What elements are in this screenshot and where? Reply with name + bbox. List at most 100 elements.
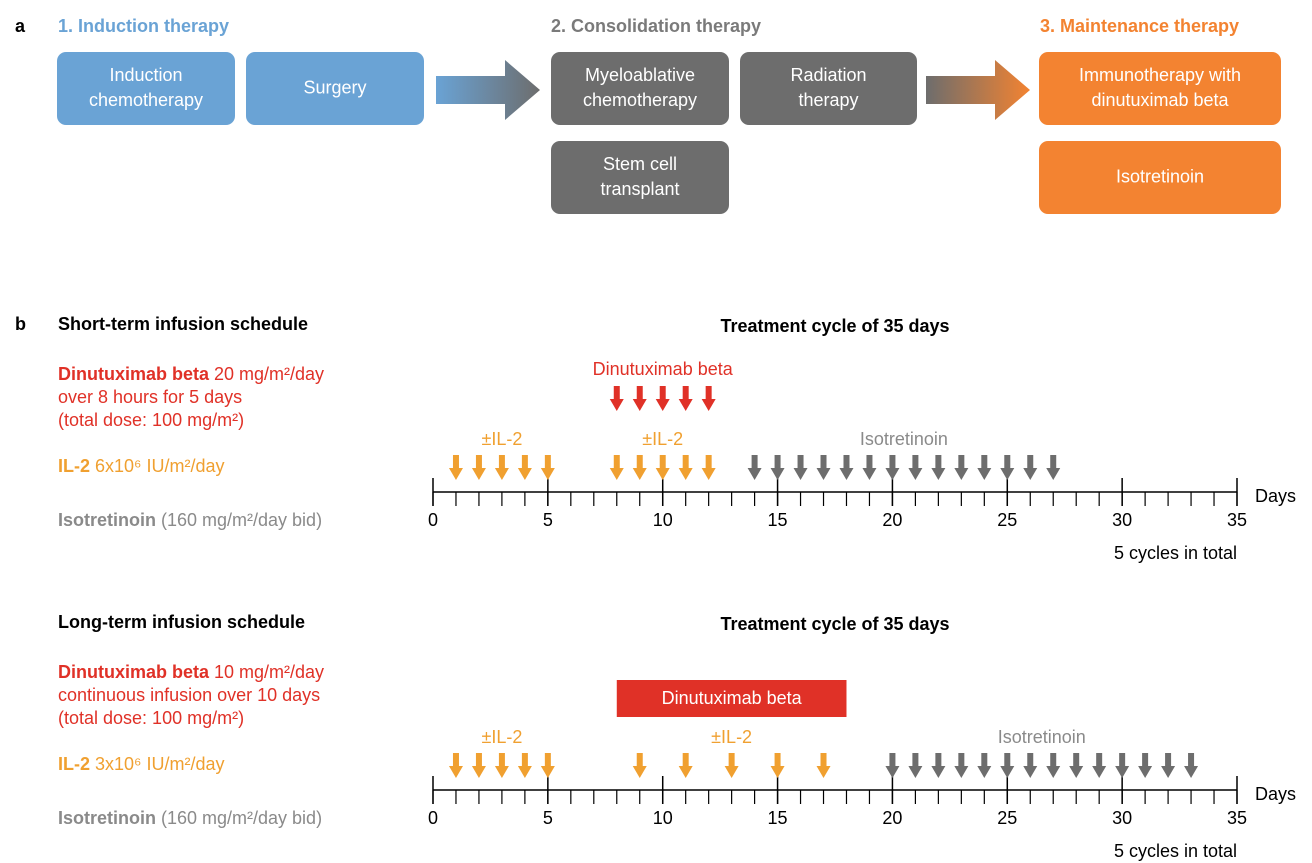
stage-box xyxy=(246,52,424,125)
drug-dose: 10 mg/m²/day xyxy=(209,662,324,682)
drug-line: Dinutuximab beta 10 mg/m²/day xyxy=(58,662,324,682)
cycle-title: Treatment cycle of 35 days xyxy=(720,316,949,336)
day-arrow xyxy=(1092,753,1107,778)
day-arrow xyxy=(1023,455,1038,480)
cycle-note: 5 cycles in total xyxy=(1114,841,1237,861)
day-arrow xyxy=(609,386,624,411)
day-arrow xyxy=(954,753,969,778)
day-arrow xyxy=(770,753,785,778)
dinutuximab-label: Dinutuximab beta xyxy=(662,688,803,708)
drug-dose: (160 mg/m²/day bid) xyxy=(156,808,322,828)
cycle-title: Treatment cycle of 35 days xyxy=(720,614,949,634)
day-arrow xyxy=(494,455,509,480)
day-arrow xyxy=(1184,753,1199,778)
drug-detail: (total dose: 100 mg/m²) xyxy=(58,708,244,728)
drug-name: Dinutuximab beta xyxy=(58,364,210,384)
drug-dose: 6x10⁶ IU/m²/day xyxy=(90,456,224,476)
day-arrow xyxy=(954,455,969,480)
box-text: therapy xyxy=(798,90,858,110)
day-arrow xyxy=(1138,753,1153,778)
drug-detail: continuous infusion over 10 days xyxy=(58,685,320,705)
schedule-title: Long-term infusion schedule xyxy=(58,612,305,632)
isotretinoin-label: Isotretinoin xyxy=(860,429,948,449)
day-arrow xyxy=(517,455,532,480)
drug-detail: (total dose: 100 mg/m²) xyxy=(58,410,244,430)
stage-box xyxy=(57,52,235,125)
schedule-title: Short-term infusion schedule xyxy=(58,314,308,334)
day-arrow xyxy=(471,753,486,778)
box-text: Immunotherapy with xyxy=(1079,65,1241,85)
drug-name: Isotretinoin xyxy=(58,808,156,828)
drug-detail: over 8 hours for 5 days xyxy=(58,387,242,407)
stage-box xyxy=(551,52,729,125)
il2-label: ±IL-2 xyxy=(481,727,522,747)
drug-line: IL-2 6x10⁶ IU/m²/day xyxy=(58,456,224,476)
day-arrow xyxy=(1000,455,1015,480)
day-arrow xyxy=(1023,753,1038,778)
drug-line: IL-2 3x10⁶ IU/m²/day xyxy=(58,754,224,774)
drug-dose: 3x10⁶ IU/m²/day xyxy=(90,754,224,774)
day-arrow xyxy=(1115,753,1130,778)
day-arrow xyxy=(655,386,670,411)
stage-title: 1. Induction therapy xyxy=(58,16,229,36)
day-arrow xyxy=(655,455,670,480)
day-arrow xyxy=(977,455,992,480)
day-arrow xyxy=(701,386,716,411)
panel-label: a xyxy=(15,16,26,36)
day-arrow xyxy=(448,753,463,778)
box-text: Surgery xyxy=(303,77,366,97)
day-arrow xyxy=(494,753,509,778)
il2-label: ±IL-2 xyxy=(711,727,752,747)
day-arrow xyxy=(1046,753,1061,778)
tick-label: 35 xyxy=(1227,808,1247,828)
day-arrow xyxy=(632,386,647,411)
box-text: dinutuximab beta xyxy=(1091,90,1229,110)
tick-label: 5 xyxy=(543,510,553,530)
drug-name: IL-2 xyxy=(58,754,90,774)
drug-line: Dinutuximab beta 20 mg/m²/day xyxy=(58,364,324,384)
day-arrow xyxy=(885,455,900,480)
day-arrow xyxy=(540,455,555,480)
axis-label: Days xyxy=(1255,784,1296,804)
tick-label: 25 xyxy=(997,510,1017,530)
day-arrow xyxy=(448,455,463,480)
tick-label: 15 xyxy=(768,510,788,530)
box-text: chemotherapy xyxy=(583,90,697,110)
tick-label: 35 xyxy=(1227,510,1247,530)
day-arrow xyxy=(1000,753,1015,778)
il2-label: ±IL-2 xyxy=(481,429,522,449)
day-arrow xyxy=(609,455,624,480)
box-text: Radiation xyxy=(790,65,866,85)
tick-label: 30 xyxy=(1112,808,1132,828)
tick-label: 0 xyxy=(428,510,438,530)
stage-title: 3. Maintenance therapy xyxy=(1040,16,1239,36)
day-arrow xyxy=(747,455,762,480)
day-arrow xyxy=(1161,753,1176,778)
flow-arrow xyxy=(436,60,540,120)
drug-dose: (160 mg/m²/day bid) xyxy=(156,510,322,530)
drug-name: IL-2 xyxy=(58,456,90,476)
day-arrow xyxy=(540,753,555,778)
day-arrow xyxy=(632,455,647,480)
stage-box xyxy=(551,141,729,214)
drug-name: Isotretinoin xyxy=(58,510,156,530)
il2-label: ±IL-2 xyxy=(642,429,683,449)
tick-label: 15 xyxy=(768,808,788,828)
day-arrow xyxy=(471,455,486,480)
stage-box xyxy=(1039,52,1281,125)
box-text: Isotretinoin xyxy=(1116,166,1204,186)
dinutuximab-label: Dinutuximab beta xyxy=(593,359,734,379)
day-arrow xyxy=(931,455,946,480)
day-arrow xyxy=(839,455,854,480)
stage-box xyxy=(1039,141,1281,214)
flow-arrow xyxy=(926,60,1030,120)
tick-label: 5 xyxy=(543,808,553,828)
drug-dose: 20 mg/m²/day xyxy=(209,364,324,384)
box-text: Myeloablative xyxy=(585,65,695,85)
tick-label: 0 xyxy=(428,808,438,828)
tick-label: 20 xyxy=(882,808,902,828)
day-arrow xyxy=(816,455,831,480)
isotretinoin-label: Isotretinoin xyxy=(998,727,1086,747)
day-arrow xyxy=(678,455,693,480)
